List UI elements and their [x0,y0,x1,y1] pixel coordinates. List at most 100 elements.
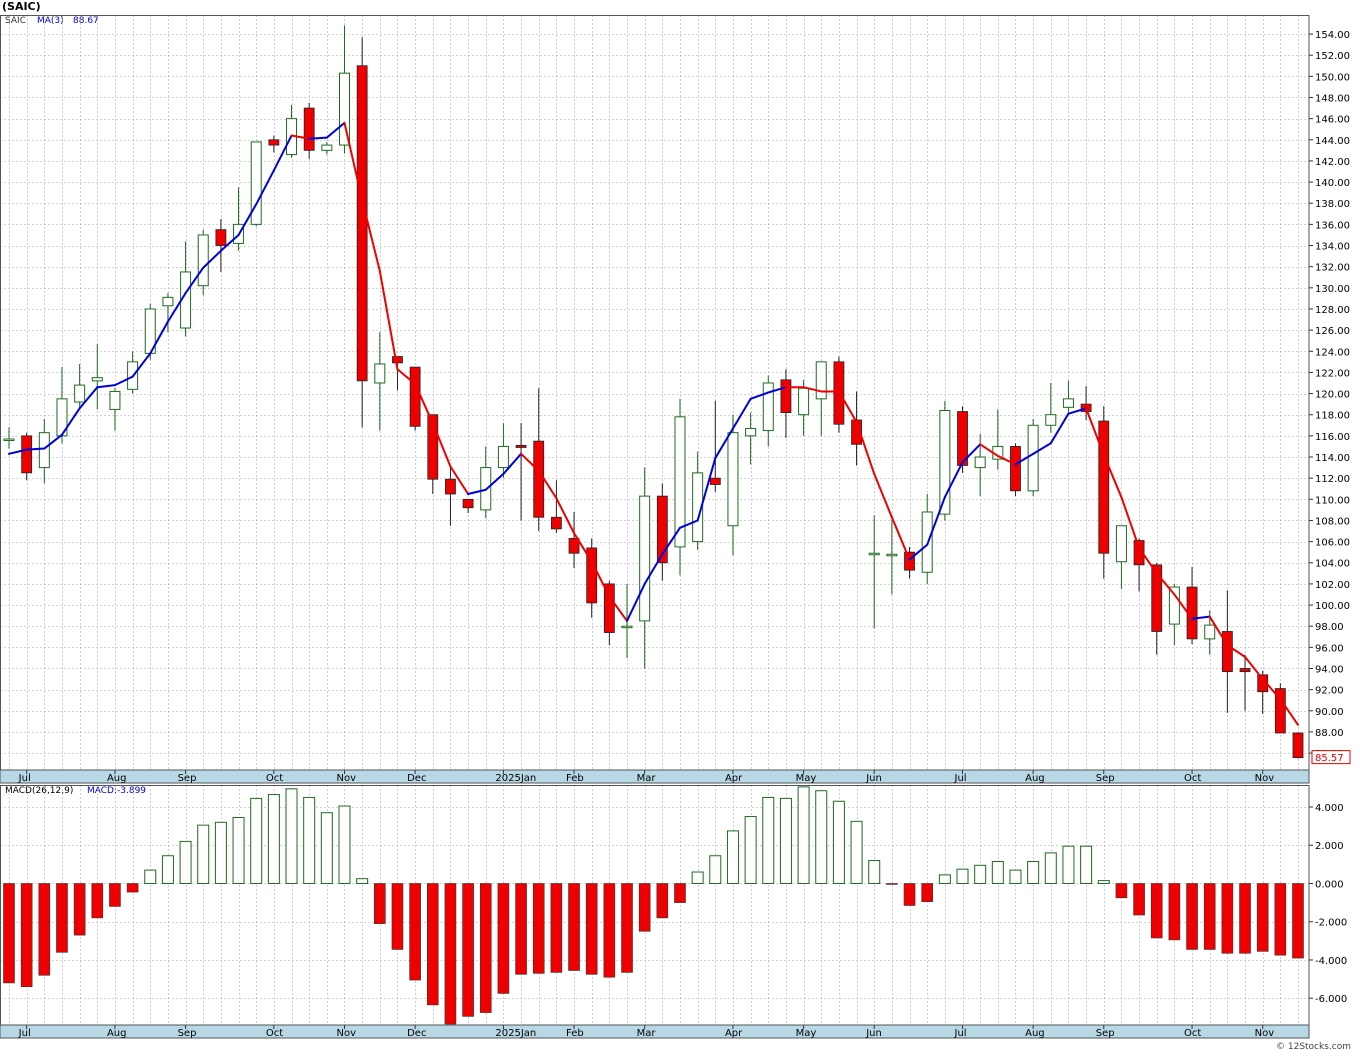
macd-bar-positive [974,864,987,884]
ma-segment [237,203,258,236]
grid-lines [0,15,1309,1025]
candle-body-down [957,411,968,466]
macd-bar-negative [621,883,633,973]
candlestick [1257,670,1269,714]
candle-body-up [74,384,86,403]
macd-y-label: -6.000 [1315,994,1347,1005]
macd-legend-value: MACD:-3.899 [87,786,147,796]
price-y-label: 150.00 [1315,72,1350,83]
candlestick [427,414,439,495]
candlestick [197,229,209,296]
ma-segment [979,443,999,457]
ma-segment [1155,572,1176,596]
ma-segment [396,368,417,386]
macd-bar-positive [338,805,351,884]
candle-body-down [392,356,403,364]
candlestick [144,303,156,360]
macd-bar-positive [744,816,757,884]
macd-bar-negative [603,883,616,978]
candle-body-down [268,139,280,146]
x-axis-label: Apr [725,1028,743,1039]
candle-body-down [1239,668,1251,673]
x-axis-label: Sep [1096,773,1115,784]
ma-segment [855,421,876,475]
candle-body-up [162,296,174,307]
macd-bar-negative [462,883,474,1017]
ma-segment [643,553,664,585]
candle-body-up [197,234,209,287]
candlestick [639,467,651,669]
macd-bar-negative [532,883,545,974]
macd-bar-negative [1203,883,1216,950]
ma-segment [131,352,152,378]
candlestick [1151,562,1163,655]
macd-bar-positive [179,840,192,884]
candlestick [38,418,50,484]
price-y-label: 106.00 [1315,538,1350,549]
candle-body-up [639,495,651,622]
candlestick [745,412,757,465]
macd-bar-positive [250,797,263,884]
macd-histogram [3,786,1304,1025]
price-y-label: 100.00 [1315,601,1350,612]
price-y-label: 154.00 [1315,30,1350,41]
ma-segment [255,169,275,206]
ma-segment [996,454,1017,466]
ma-segment [96,384,116,389]
macd-bar-positive [214,821,227,884]
candlestick [109,388,121,431]
candle-body-down [462,498,474,509]
ma-segment [1067,407,1088,415]
macd-bar-negative [109,883,121,907]
candlestick [374,332,386,431]
macd-bar-positive [1062,845,1075,884]
x-axis-label: Jun [865,773,882,784]
x-axis-label: Oct [1184,773,1201,784]
candle-body-down [586,547,598,604]
ma-segment [361,199,381,272]
ma-segment [343,121,364,202]
x-axis-label: Feb [566,773,584,784]
candlestick [904,546,915,579]
ma-segment [961,443,982,464]
ma-segment [767,386,787,394]
candle-body-down [215,229,227,246]
macd-bar-negative [515,883,527,975]
candle-body-down [533,440,545,518]
price-y-label: 88.00 [1315,728,1344,739]
candlestick [1292,732,1304,759]
candlestick [1045,382,1057,433]
candle-body-up [815,361,827,400]
candlestick [550,480,562,534]
candle-body-down [1133,540,1145,566]
price-y-label: 112.00 [1315,474,1350,485]
price-y-label: 148.00 [1315,93,1350,104]
macd-bar-positive [762,796,775,884]
candle-body-up [374,363,386,384]
ma-segment [837,390,858,424]
macd-bar-negative [56,883,68,953]
x-axis-label: Oct [266,1028,283,1039]
x-axis-label: Mar [637,773,657,784]
candlestick [1098,406,1110,579]
x-axis-label: Aug [1025,773,1045,784]
price-y-label: 108.00 [1315,516,1350,527]
x-axis-label: May [796,1028,817,1039]
candlestick [727,414,739,556]
candle-body-down [356,65,368,382]
macd-bar-negative [1256,883,1269,952]
candlestick [215,219,227,272]
macd-bar-positive [320,812,333,884]
x-axis-label: Aug [107,773,127,784]
candle-body-down [409,366,421,427]
macd-bar-negative [1274,883,1287,956]
ma-segment [60,407,81,436]
ma-segment [678,519,699,529]
macd-bar-negative [921,883,933,902]
candle-body-up [1204,624,1216,640]
ma-segment [802,386,823,393]
x-axis-label: Sep [1096,1028,1115,1039]
candle-body-up [1115,525,1127,563]
price-y-label: 92.00 [1315,686,1344,697]
macd-bar-negative [903,883,916,906]
